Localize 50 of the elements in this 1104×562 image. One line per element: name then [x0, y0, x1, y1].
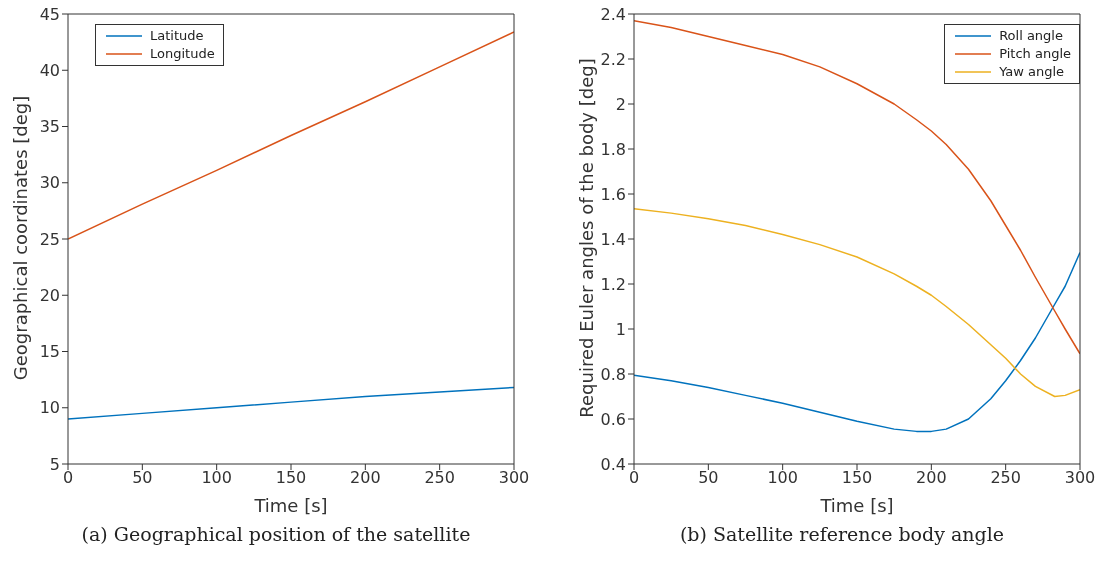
x-tick-label: 100 [201, 468, 232, 488]
legend-label: Latitude [150, 27, 204, 45]
line-series [68, 31, 514, 240]
x-tick-label: 150 [275, 468, 307, 488]
legend-label: Roll angle [999, 27, 1063, 45]
y-tick-label: 2.2 [600, 49, 626, 69]
x-tick-label: 250 [424, 468, 455, 488]
y-tick-label: 40 [39, 60, 60, 80]
y-tick-label: 2.4 [600, 4, 626, 24]
legend-label: Longitude [150, 45, 215, 63]
y-tick-label: 45 [39, 4, 60, 24]
text: (a) Geographical position of the satellite [80, 523, 472, 545]
legend-label: Yaw angle [999, 63, 1065, 81]
y-tick-label: 35 [39, 117, 60, 137]
y-tick-label: 0.4 [600, 454, 626, 474]
y-tick-label: 10 [39, 398, 60, 418]
line-series [634, 20, 1080, 355]
line-series [68, 386, 514, 420]
x-tick-label: 200 [916, 468, 947, 488]
x-tick-label: 50 [132, 468, 153, 488]
y-axis-title: Geographical coordinates [deg] [9, 95, 31, 381]
y-tick-label: 1.2 [600, 274, 626, 294]
y-tick-label: 0.6 [600, 409, 626, 429]
line-series [634, 251, 1080, 433]
x-tick-label: 0 [628, 468, 640, 488]
y-tick-label: 0.8 [600, 364, 626, 384]
y-tick-label: 5 [49, 454, 60, 474]
y-tick-label: 2 [615, 94, 626, 114]
y-tick-label: 1.8 [600, 139, 626, 159]
x-tick-label: 200 [350, 468, 381, 488]
x-axis-title: Time [s] [819, 495, 894, 516]
x-tick-label: 250 [990, 468, 1021, 488]
y-tick-label: 1.6 [600, 184, 626, 204]
x-tick-label: 300 [1064, 468, 1096, 488]
y-tick-label: 25 [39, 229, 60, 249]
x-tick-label: 100 [767, 468, 798, 488]
legend-label: Pitch angle [999, 45, 1071, 63]
x-axis-title: Time [s] [253, 495, 328, 516]
x-tick-label: 50 [698, 468, 719, 488]
x-tick-label: 300 [498, 468, 530, 488]
text: (b) Satellite reference body angle [678, 523, 1006, 545]
x-tick-label: 150 [841, 468, 873, 488]
y-tick-label: 1 [615, 319, 626, 339]
y-tick-label: 20 [39, 285, 60, 305]
y-tick-label: 15 [39, 342, 60, 362]
line-series [634, 207, 1080, 398]
x-tick-label: 0 [62, 468, 74, 488]
y-tick-label: 30 [39, 173, 60, 193]
y-axis-title: Required Euler angles of the body [deg] [575, 58, 597, 418]
y-tick-label: 1.4 [600, 229, 626, 249]
